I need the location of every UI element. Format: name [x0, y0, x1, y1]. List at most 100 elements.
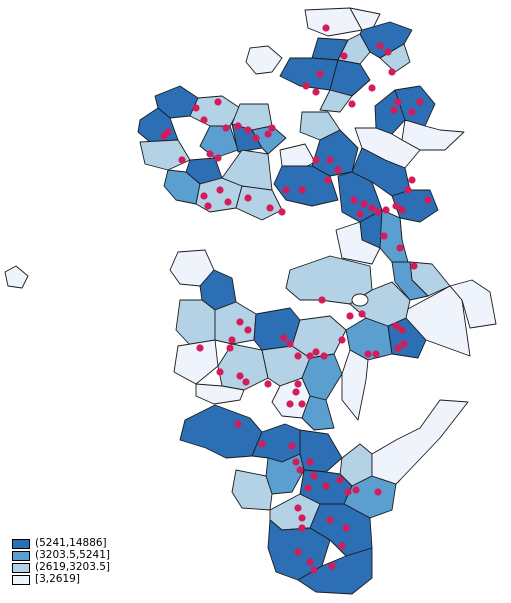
map-point — [416, 98, 424, 106]
map-point — [224, 198, 232, 206]
map-point — [216, 186, 224, 194]
map-point — [312, 88, 320, 96]
map-point — [312, 348, 320, 356]
map-point — [244, 326, 252, 334]
map-region — [4, 265, 29, 289]
map-point — [302, 82, 310, 90]
map-region — [351, 293, 369, 307]
map-point — [236, 318, 244, 326]
map-point — [326, 156, 334, 164]
map-point — [374, 208, 382, 216]
legend-label-2: (3203.5,5241] — [35, 549, 110, 562]
map-point — [278, 208, 286, 216]
map-point — [358, 310, 366, 318]
map-point — [268, 124, 276, 132]
map-point — [376, 42, 384, 50]
map-point — [328, 562, 336, 570]
map-point — [336, 476, 344, 484]
map-point — [396, 244, 404, 252]
map-point — [228, 336, 236, 344]
map-region — [371, 399, 469, 485]
map-point — [244, 126, 252, 134]
map-point — [164, 128, 172, 136]
legend-label-1: (5241,14886] — [35, 537, 107, 550]
map-point — [356, 210, 364, 218]
legend-swatch-3 — [12, 562, 30, 573]
map-point — [392, 202, 400, 210]
map-region — [329, 59, 371, 97]
map-point — [382, 206, 390, 214]
map-region — [214, 301, 257, 345]
map-region — [391, 261, 429, 301]
map-point — [310, 566, 318, 574]
map-point — [374, 488, 382, 496]
map-region — [195, 383, 245, 405]
map-regions — [4, 7, 497, 595]
map-point — [340, 52, 348, 60]
map-region — [231, 469, 273, 511]
map-point — [316, 70, 324, 78]
map-region — [199, 125, 239, 159]
map-point — [258, 440, 266, 448]
map-point — [408, 176, 416, 184]
map-point — [192, 104, 200, 112]
map-point — [404, 186, 412, 194]
map-point — [304, 484, 312, 492]
map-region — [319, 89, 353, 113]
map-point — [322, 482, 330, 490]
map-region — [299, 429, 343, 473]
map-point — [352, 486, 360, 494]
map-point — [338, 542, 346, 550]
map-point — [392, 322, 400, 330]
map-point — [394, 98, 402, 106]
map-point — [252, 134, 260, 142]
map-region — [297, 547, 373, 595]
legend-item-3: (2619,3203.5] — [12, 562, 182, 574]
map-region — [301, 395, 335, 431]
map-point — [380, 232, 388, 240]
map-region — [235, 185, 283, 221]
map-region — [379, 43, 411, 73]
map-point — [326, 516, 334, 524]
map-point — [306, 558, 314, 566]
map-point — [306, 458, 314, 466]
legend-swatch-2 — [12, 550, 30, 561]
map-point — [206, 150, 214, 158]
map-region — [179, 404, 263, 459]
map-point — [306, 352, 314, 360]
map-point — [264, 130, 272, 138]
map-point — [364, 350, 372, 358]
map-point — [394, 344, 402, 352]
map-point — [234, 122, 242, 130]
map-point — [298, 514, 306, 522]
legend-swatch-4 — [12, 574, 30, 585]
legend-item-4: [3,2619] — [12, 574, 182, 586]
map-point — [372, 350, 380, 358]
map-point — [200, 116, 208, 124]
map-legend: (5241,14886] (3203.5,5241] (2619,3203.5]… — [12, 538, 182, 586]
map-point — [410, 262, 418, 270]
map-point — [236, 372, 244, 380]
map-point — [222, 124, 230, 132]
map-point — [388, 68, 396, 76]
map-point — [310, 472, 318, 480]
map-region — [273, 165, 339, 207]
map-point — [320, 352, 328, 360]
map-point — [296, 466, 304, 474]
map-point — [324, 176, 332, 184]
map-point — [282, 186, 290, 194]
map-point — [242, 378, 250, 386]
map-point — [368, 204, 376, 212]
map-point — [334, 166, 342, 174]
map-point — [344, 488, 352, 496]
legend-label-3: (2619,3203.5] — [35, 561, 110, 574]
map-point — [400, 340, 408, 348]
map-region — [341, 349, 369, 421]
map-point — [350, 196, 358, 204]
map-point — [288, 442, 296, 450]
map-point — [360, 200, 368, 208]
map-point — [280, 334, 288, 342]
map-point — [384, 48, 392, 56]
legend-item-2: (3203.5,5241] — [12, 550, 182, 562]
